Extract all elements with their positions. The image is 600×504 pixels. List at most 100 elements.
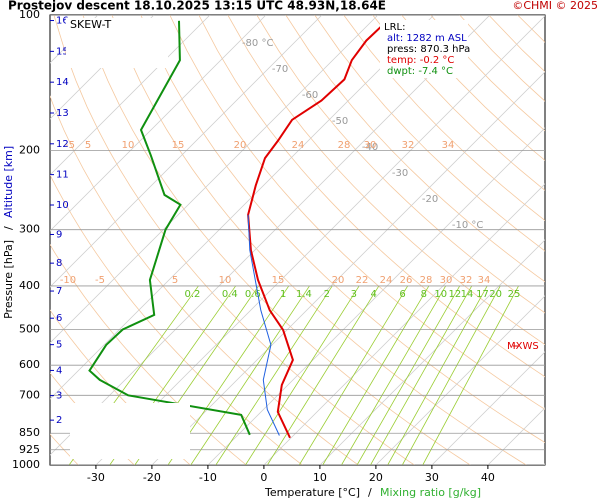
mixing-ratio-line: [422, 285, 519, 465]
adiabat-label: -5: [65, 140, 75, 151]
dry-adiabat: [547, 15, 600, 465]
mixing-ratio-label: 10: [434, 289, 447, 300]
y-tick-label: 200: [19, 143, 40, 156]
x-tick-label: 0: [260, 471, 267, 484]
isotherm: [263, 183, 545, 465]
adiabat-label: 32: [402, 140, 415, 151]
mixing-ratio-label: 0.2: [185, 289, 201, 300]
isotherm: [50, 15, 155, 120]
altitude-label: 5: [56, 340, 62, 351]
x-tick-label: -20: [143, 471, 161, 484]
altitude-label: 15: [56, 46, 69, 57]
isotherm: [375, 295, 545, 465]
legend-title: SKEW-T: [70, 18, 112, 31]
isotherm: [50, 15, 435, 400]
y-tick-label: 400: [19, 279, 40, 292]
mixing-ratio-line: [190, 285, 310, 465]
x-tick-label: 10: [313, 471, 327, 484]
adiabat-label: 15: [172, 140, 185, 151]
mixing-ratio-label: 8: [421, 289, 427, 300]
altitude-label: 8: [56, 258, 62, 269]
x-tick-label: -10: [199, 471, 217, 484]
mixing-ratio-line: [356, 285, 461, 465]
isotherm: [431, 351, 545, 465]
mixing-ratio-label: 14: [461, 289, 474, 300]
isotherm: [50, 15, 491, 456]
lrl-temp: temp: -0.2 °C: [387, 55, 454, 66]
mixing-ratio-label: 20: [489, 289, 502, 300]
mxws-label: MXWS: [507, 341, 539, 352]
isotherm: [207, 127, 545, 465]
altitude-label: 11: [56, 170, 69, 181]
adiabat-label: -10: [60, 275, 76, 286]
altitude-label: 4: [56, 365, 62, 376]
adiabat-label: 34: [442, 140, 455, 151]
mixing-ratio-line: [245, 285, 360, 465]
altitude-label: 2: [56, 415, 62, 426]
adiabat-label: 20: [234, 140, 247, 151]
adiabat-label: 5: [85, 140, 91, 151]
altitude-label: 6: [56, 313, 62, 324]
isotherm: [50, 15, 323, 288]
adiabat-label: 28: [338, 140, 351, 151]
mixing-ratio-label: 2: [324, 289, 330, 300]
adiabat-label: 24: [292, 140, 305, 151]
y-tick-label: 300: [19, 223, 40, 236]
y-tick-label: 500: [19, 323, 40, 336]
lrl-box: [380, 20, 468, 78]
adiabat-label: 22: [356, 275, 369, 286]
credit: ©CHMI © 2025: [512, 0, 598, 12]
isotherm: [151, 71, 545, 465]
y-axis-label-2: Altitude [km]: [2, 146, 15, 218]
mixing-ratio-label: 0.6: [245, 289, 261, 300]
isotherm-label: -20: [422, 194, 438, 205]
y-tick-label: 600: [19, 358, 40, 371]
mixing-ratio-label: 4: [370, 289, 376, 300]
chart-title: Prostejov descent 18.10.2025 13:15 UTC 4…: [8, 0, 386, 13]
mixing-ratio-line: [341, 285, 447, 465]
altitude-label: 7: [56, 286, 62, 297]
mixing-ratio-label: 1.4: [296, 289, 312, 300]
mixing-ratio-label: 1: [280, 289, 286, 300]
x-tick-label: 40: [481, 471, 495, 484]
altitude-label: 12: [56, 139, 69, 150]
mixing-ratio-label: 6: [399, 289, 405, 300]
altitude-label: 10: [56, 200, 69, 211]
y-tick-label: 925: [19, 443, 40, 456]
isotherm: [319, 239, 545, 465]
dry-adiabat: [227, 15, 545, 346]
adiabat-label: 30: [440, 275, 453, 286]
mixing-ratio-line: [215, 285, 333, 465]
adiabat-label: 24: [380, 275, 393, 286]
adiabat-label: 30: [364, 140, 377, 151]
lrl-alt: alt: 1282 m ASL: [387, 33, 467, 44]
mixing-ratio-line: [267, 285, 380, 465]
dry-adiabat: [314, 15, 545, 252]
isotherm-label: -40: [362, 142, 378, 153]
adiabat-label: 5: [172, 275, 178, 286]
mixing-ratio-label: 25: [508, 289, 521, 300]
profile-line: [247, 214, 280, 436]
profile-line: [247, 20, 388, 439]
adiabat-label: 28: [420, 275, 433, 286]
dry-adiabat: [343, 15, 545, 221]
mixing-ratio-label: 3: [351, 289, 357, 300]
mixing-ratio-label: 12: [448, 289, 461, 300]
dry-adiabat: [169, 15, 545, 410]
profile-line: [88, 20, 251, 436]
isotherm: [95, 15, 545, 465]
altitude-label: 9: [56, 229, 62, 240]
y-tick-label: 700: [19, 388, 40, 401]
y-tick-label: 1000: [12, 458, 40, 471]
isotherm-label: -30: [392, 168, 408, 179]
altitude-label: 16: [56, 16, 69, 27]
adiabat-label: 34: [478, 275, 491, 286]
mixing-ratio-line: [298, 285, 409, 465]
x-tick-label: -30: [87, 471, 105, 484]
x-axis-label-2: Mixing ratio [g/kg]: [380, 486, 481, 499]
y-axis-label: Pressure [hPa]: [2, 240, 15, 319]
x-tick-label: 20: [369, 471, 383, 484]
mixing-ratio-line: [401, 285, 501, 465]
mixing-ratio-label: 17: [476, 289, 489, 300]
